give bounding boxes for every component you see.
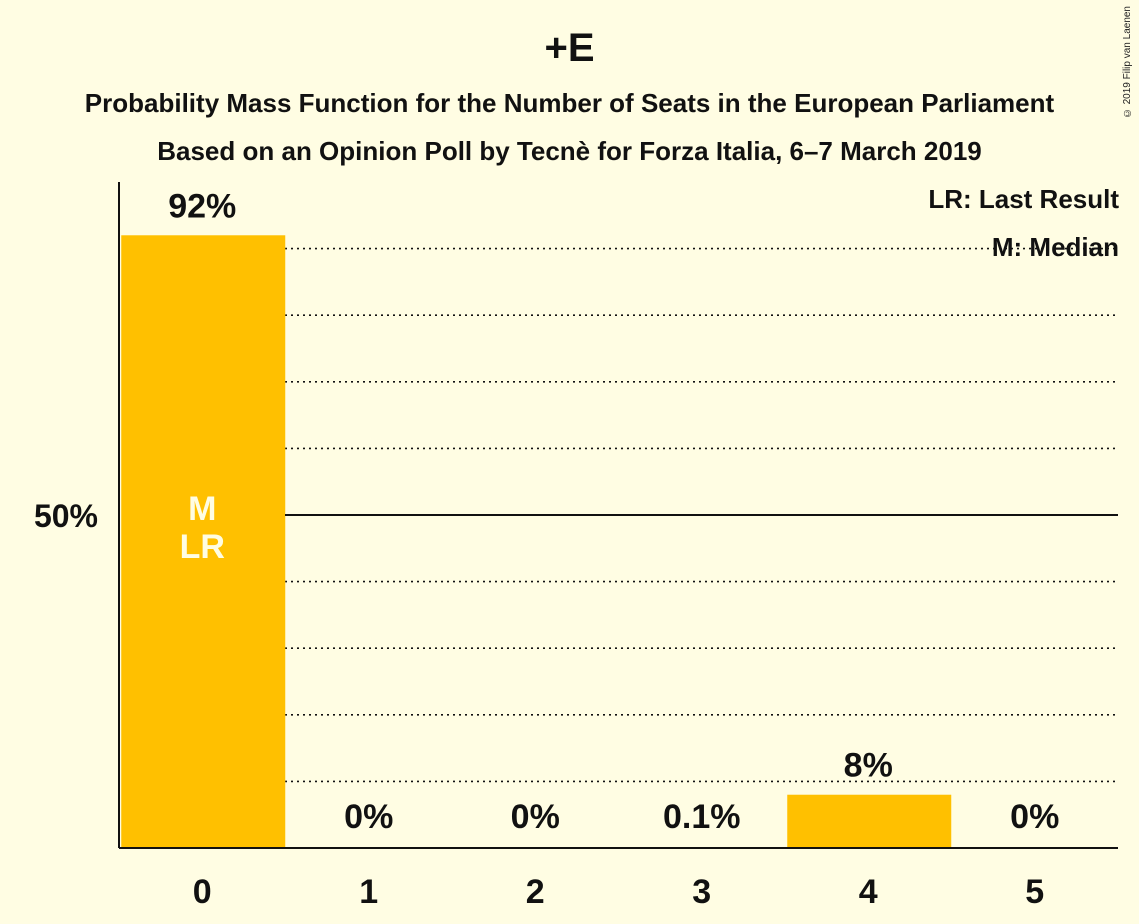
legend-median: M: Median xyxy=(991,232,1119,262)
value-label-0: 92% xyxy=(168,187,236,225)
bar-annotation-lr: LR xyxy=(180,528,225,566)
x-tick-label-1: 1 xyxy=(359,873,378,911)
value-label-4: 8% xyxy=(844,747,893,785)
x-tick-label-0: 0 xyxy=(193,873,212,911)
bar-annotation-m: M xyxy=(188,490,216,528)
bar-0 xyxy=(121,235,286,848)
chart-subtitle-line1: Probability Mass Function for the Number… xyxy=(84,88,1055,118)
chart-title: +E xyxy=(544,26,595,70)
bar-4 xyxy=(787,794,952,848)
value-label-1: 0% xyxy=(344,798,393,836)
x-tick-label-3: 3 xyxy=(692,873,711,911)
value-label-3: 0.1% xyxy=(663,798,741,836)
x-tick-label-5: 5 xyxy=(1025,873,1044,911)
x-tick-label-4: 4 xyxy=(859,873,878,911)
y-tick-label-50: 50% xyxy=(34,498,98,534)
chart-subtitle-line2: Based on an Opinion Poll by Tecnè for Fo… xyxy=(157,136,982,166)
legend-last-result: LR: Last Result xyxy=(928,184,1119,214)
value-label-2: 0% xyxy=(511,798,560,836)
x-tick-label-2: 2 xyxy=(526,873,545,911)
value-label-5: 0% xyxy=(1010,798,1059,836)
